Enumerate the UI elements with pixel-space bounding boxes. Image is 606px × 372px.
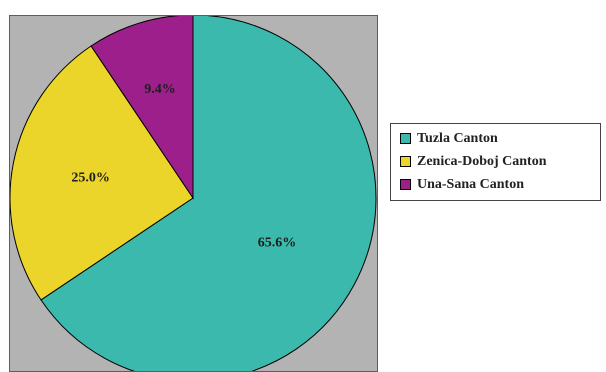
legend-swatch-tuzla (400, 133, 411, 144)
pie-label-una-sana: 9.4% (144, 82, 176, 97)
pie-slice-una-sana (90, 16, 194, 200)
legend-swatch-una-sana (400, 179, 411, 190)
pie-label-zenica-doboj: 25.0% (71, 170, 110, 185)
legend-item-una-sana: Una-Sana Canton (400, 173, 600, 196)
plot-area: 65.6% 25.0% 9.4% (9, 15, 378, 372)
pie-slices (10, 16, 377, 371)
pie-chart: 65.6% 25.0% 9.4% (10, 16, 377, 371)
pie-slice-zenica-doboj (10, 45, 194, 301)
pie-labels: 65.6% 25.0% 9.4% (71, 82, 296, 250)
pie-slice-tuzla (40, 16, 377, 371)
legend-item-zenica-doboj: Zenica-Doboj Canton (400, 150, 600, 173)
legend: Tuzla Canton Zenica-Doboj Canton Una-San… (390, 123, 601, 201)
legend-item-tuzla: Tuzla Canton (400, 127, 600, 150)
legend-label-una-sana: Una-Sana Canton (417, 176, 524, 192)
legend-label-zenica-doboj: Zenica-Doboj Canton (417, 153, 547, 169)
legend-swatch-zenica-doboj (400, 156, 411, 167)
pie-label-tuzla: 65.6% (258, 235, 297, 250)
legend-label-tuzla: Tuzla Canton (417, 130, 498, 146)
